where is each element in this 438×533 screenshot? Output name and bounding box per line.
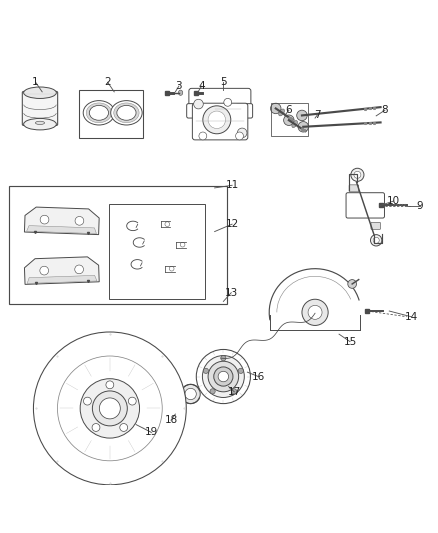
Polygon shape (27, 225, 96, 233)
Text: 2: 2 (104, 77, 111, 87)
Circle shape (75, 216, 84, 225)
Ellipse shape (89, 106, 109, 120)
Polygon shape (25, 257, 99, 285)
Circle shape (40, 215, 49, 224)
Circle shape (351, 168, 364, 181)
Circle shape (284, 115, 294, 125)
FancyBboxPatch shape (349, 185, 359, 192)
Circle shape (218, 372, 229, 382)
Bar (9, 185, 227, 304)
Text: 5: 5 (220, 77, 227, 87)
FancyBboxPatch shape (371, 222, 381, 229)
Ellipse shape (35, 121, 45, 125)
FancyBboxPatch shape (189, 88, 251, 111)
Circle shape (40, 266, 49, 275)
Text: 6: 6 (286, 105, 292, 115)
Ellipse shape (279, 109, 284, 116)
Circle shape (75, 265, 84, 274)
Text: 3: 3 (176, 81, 182, 91)
Circle shape (373, 237, 379, 244)
Text: 4: 4 (198, 81, 205, 91)
Polygon shape (25, 207, 99, 235)
Text: 13: 13 (225, 288, 238, 298)
Circle shape (210, 389, 215, 394)
Circle shape (203, 106, 231, 134)
Circle shape (298, 122, 308, 132)
Text: 16: 16 (252, 372, 265, 382)
Circle shape (120, 424, 127, 431)
Text: 19: 19 (145, 427, 158, 438)
Circle shape (208, 111, 226, 128)
Text: 17: 17 (228, 387, 241, 397)
Circle shape (214, 367, 233, 386)
Text: 15: 15 (343, 337, 357, 346)
Ellipse shape (292, 120, 297, 127)
Circle shape (302, 299, 328, 326)
Ellipse shape (117, 106, 136, 120)
Circle shape (203, 368, 208, 374)
Circle shape (348, 280, 357, 288)
Circle shape (185, 389, 196, 400)
Text: 1: 1 (32, 77, 39, 87)
FancyBboxPatch shape (346, 193, 385, 218)
Text: 8: 8 (381, 105, 388, 115)
Circle shape (202, 356, 244, 398)
Circle shape (238, 368, 244, 374)
Circle shape (232, 389, 237, 394)
Circle shape (236, 132, 244, 140)
Text: 10: 10 (387, 196, 400, 206)
Circle shape (237, 128, 247, 138)
Circle shape (354, 171, 361, 179)
Text: 18: 18 (164, 415, 177, 425)
FancyBboxPatch shape (187, 103, 203, 118)
Circle shape (371, 235, 382, 246)
Bar (109, 204, 205, 299)
Circle shape (271, 103, 281, 114)
Ellipse shape (83, 101, 115, 125)
Circle shape (80, 379, 140, 438)
Circle shape (92, 391, 127, 426)
Circle shape (308, 305, 322, 319)
Ellipse shape (86, 103, 112, 123)
Circle shape (208, 361, 239, 392)
Ellipse shape (24, 87, 57, 99)
Polygon shape (27, 276, 97, 284)
Circle shape (99, 398, 120, 419)
Circle shape (181, 384, 200, 403)
Text: 14: 14 (404, 312, 418, 322)
Circle shape (224, 99, 232, 106)
FancyBboxPatch shape (236, 103, 253, 118)
Circle shape (57, 356, 162, 461)
Circle shape (297, 110, 307, 120)
Circle shape (221, 356, 226, 361)
FancyBboxPatch shape (192, 103, 248, 140)
Bar (79, 90, 143, 138)
Text: 7: 7 (314, 110, 321, 119)
Circle shape (199, 132, 207, 140)
Ellipse shape (24, 118, 57, 130)
Circle shape (106, 381, 114, 389)
Text: 11: 11 (226, 180, 239, 190)
Circle shape (33, 332, 186, 485)
Circle shape (196, 350, 251, 403)
Ellipse shape (114, 103, 139, 123)
Ellipse shape (111, 101, 142, 125)
Circle shape (194, 99, 203, 109)
Circle shape (92, 424, 100, 431)
Circle shape (84, 397, 92, 405)
Ellipse shape (178, 90, 183, 95)
Text: 12: 12 (226, 219, 239, 229)
Text: 9: 9 (417, 201, 423, 211)
FancyBboxPatch shape (22, 92, 58, 125)
Circle shape (128, 397, 136, 405)
